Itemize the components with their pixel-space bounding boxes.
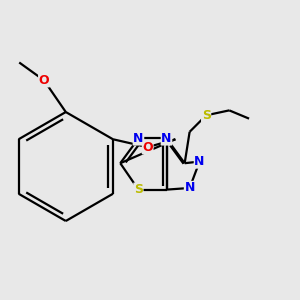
Text: O: O: [39, 74, 49, 87]
Text: N: N: [184, 182, 195, 194]
Text: N: N: [194, 155, 205, 168]
Text: S: S: [134, 183, 143, 196]
Text: N: N: [133, 132, 144, 145]
Text: S: S: [202, 109, 211, 122]
Text: N: N: [161, 132, 172, 145]
Text: O: O: [142, 141, 153, 154]
